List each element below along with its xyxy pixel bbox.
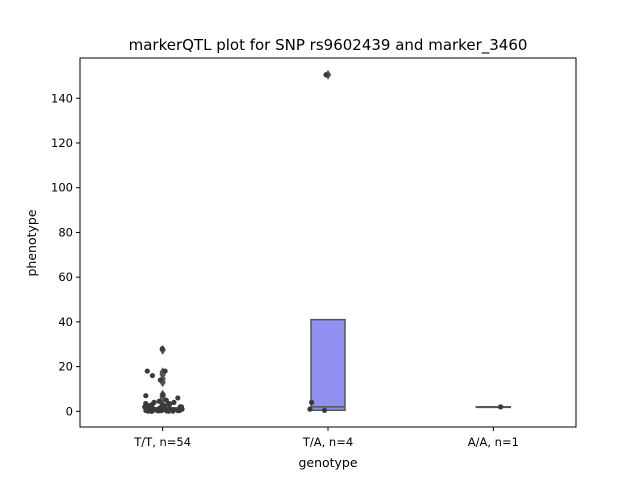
x-tick-label: T/T, n=54 — [133, 435, 191, 449]
data-point — [144, 368, 150, 374]
y-tick-label: 100 — [51, 181, 73, 195]
y-tick-label: 0 — [66, 404, 73, 418]
y-tick-label: 80 — [58, 225, 73, 239]
data-point — [307, 406, 313, 412]
data-point — [175, 408, 181, 414]
data-point — [143, 393, 149, 399]
data-point — [157, 377, 163, 383]
x-axis-label: genotype — [298, 455, 357, 470]
data-point — [162, 368, 168, 374]
data-point — [497, 404, 504, 410]
data-point — [171, 399, 177, 405]
y-tick-label: 60 — [58, 270, 73, 284]
data-point — [149, 408, 155, 414]
chart-title: markerQTL plot for SNP rs9602439 and mar… — [129, 36, 528, 55]
y-axis-label: phenotype — [24, 209, 39, 276]
x-axis: T/T, n=54 T/A, n=4 A/A, n=1 — [133, 427, 519, 449]
data-point — [166, 402, 173, 408]
data-point — [166, 408, 172, 414]
data-point — [160, 391, 166, 398]
x-tick-label: T/A, n=4 — [302, 435, 353, 449]
y-tick-label: 140 — [51, 91, 73, 105]
y-tick-label: 120 — [51, 136, 73, 150]
x-tick-label: A/A, n=1 — [468, 435, 519, 449]
y-tick-label: 40 — [58, 315, 73, 329]
box-group — [475, 406, 512, 409]
plot-area — [142, 69, 512, 414]
y-tick-label: 20 — [58, 360, 73, 374]
data-point — [323, 72, 329, 78]
y-axis: 0 20 40 60 80 100 120 140 — [51, 91, 80, 418]
data-point — [156, 398, 162, 404]
data-point — [149, 372, 156, 379]
data-point — [159, 346, 165, 352]
box-rect — [310, 318, 346, 411]
box-group — [310, 69, 346, 411]
data-point — [309, 399, 315, 405]
data-point — [170, 408, 176, 414]
data-point — [175, 395, 181, 401]
data-point — [321, 407, 328, 413]
data-point — [156, 408, 162, 414]
